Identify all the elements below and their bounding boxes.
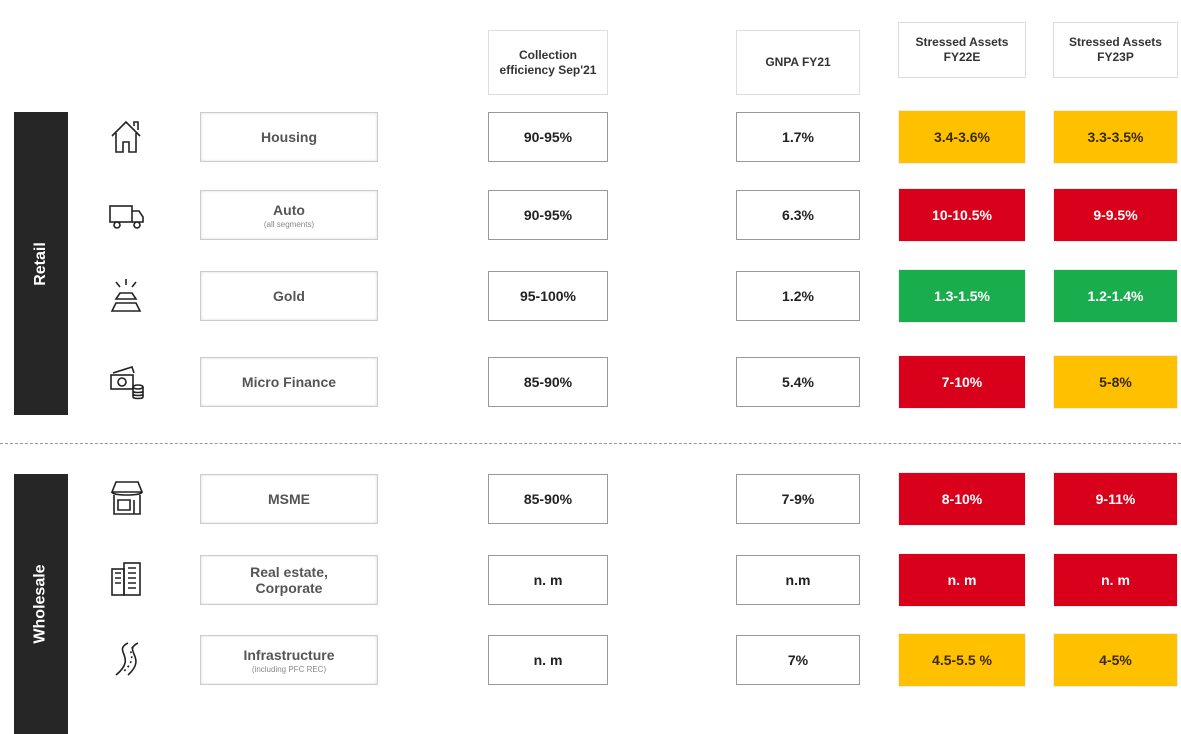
sub-text: (all segments) xyxy=(263,219,315,229)
cell-value: 90-95% xyxy=(488,190,608,240)
column-header: GNPA FY21 xyxy=(736,30,860,95)
name-text: Housing xyxy=(261,129,317,145)
cell-value: n. m xyxy=(488,635,608,685)
cell-value: n. m xyxy=(488,555,608,605)
group-label: Retail xyxy=(14,112,68,415)
sub-text: (including PFC REC) xyxy=(251,664,327,674)
cell-value: 9-11% xyxy=(1053,472,1178,526)
name-text: Real estate, Corporate xyxy=(250,564,328,596)
row-icon xyxy=(110,279,142,312)
row-name: Real estate, Corporate xyxy=(200,555,378,605)
cell-value: 7% xyxy=(736,635,860,685)
cell-value: 9-9.5% xyxy=(1053,188,1178,242)
row-icon xyxy=(111,120,141,153)
row-icon xyxy=(109,205,144,229)
name-text: MSME xyxy=(268,491,310,507)
row-name: Gold xyxy=(200,271,378,321)
cell-value: 7-10% xyxy=(898,355,1026,409)
row-name: Micro Finance xyxy=(200,357,378,407)
column-header: Stressed Assets FY22E xyxy=(898,22,1026,78)
row-name: Housing xyxy=(200,112,378,162)
cell-value: 85-90% xyxy=(488,357,608,407)
column-header: Stressed Assets FY23P xyxy=(1053,22,1178,78)
cell-value: n. m xyxy=(1053,553,1178,607)
row-name: Auto (all segments) xyxy=(200,190,378,240)
row-icon xyxy=(110,366,144,400)
cell-value: n. m xyxy=(898,553,1026,607)
name-text: Infrastructure xyxy=(243,646,335,663)
row-icon xyxy=(115,642,139,676)
cell-value: 1.2% xyxy=(736,271,860,321)
cell-value: 85-90% xyxy=(488,474,608,524)
cell-value: n.m xyxy=(736,555,860,605)
name-text: Auto xyxy=(273,201,305,218)
cell-value: 7-9% xyxy=(736,474,860,524)
row-name: Infrastructure (including PFC REC) xyxy=(200,635,378,685)
cell-value: 1.2-1.4% xyxy=(1053,269,1178,323)
column-header: Collection efficiency Sep'21 xyxy=(488,30,608,95)
group-text: Retail xyxy=(31,241,49,286)
cell-value: 3.3-3.5% xyxy=(1053,110,1178,164)
cell-value: 90-95% xyxy=(488,112,608,162)
group-text: Wholesale xyxy=(32,564,50,644)
cell-value: 4.5-5.5 % xyxy=(898,633,1026,687)
row-icon xyxy=(111,562,141,596)
row-name: MSME xyxy=(200,474,378,524)
cell-value: 1.3-1.5% xyxy=(898,269,1026,323)
cell-value: 6.3% xyxy=(736,190,860,240)
cell-value: 5-8% xyxy=(1053,355,1178,409)
cell-value: 95-100% xyxy=(488,271,608,321)
cell-value: 10-10.5% xyxy=(898,188,1026,242)
cell-value: 3.4-3.6% xyxy=(898,110,1026,164)
group-label: Wholesale xyxy=(14,474,68,734)
cell-value: 1.7% xyxy=(736,112,860,162)
row-icon xyxy=(110,481,144,515)
cell-value: 8-10% xyxy=(898,472,1026,526)
name-text: Micro Finance xyxy=(241,374,337,390)
cell-value: 5.4% xyxy=(736,357,860,407)
cell-value: 4-5% xyxy=(1053,633,1178,687)
separator xyxy=(0,443,1181,444)
name-text: Gold xyxy=(273,288,305,304)
